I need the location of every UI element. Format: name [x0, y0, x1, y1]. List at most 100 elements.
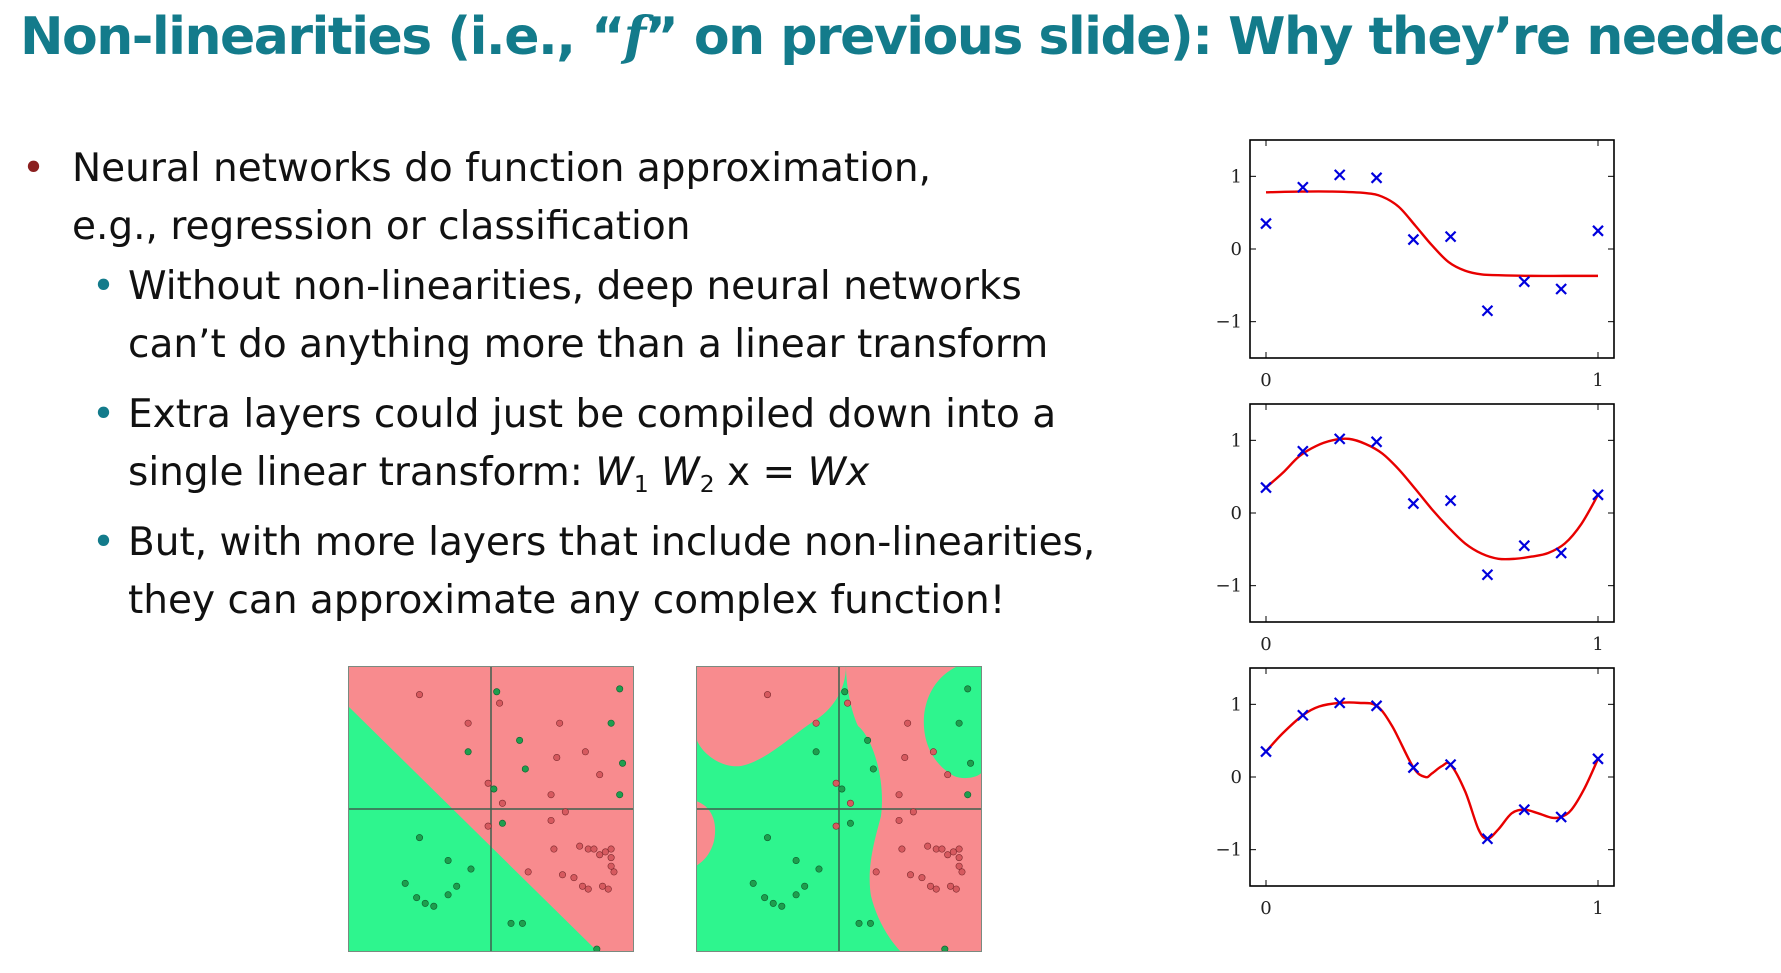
y-tick-label: 1: [1231, 694, 1242, 715]
green-point: [778, 902, 786, 910]
red-point: [895, 791, 903, 799]
x-tick-label: 1: [1592, 634, 1603, 655]
sub-bullet-linear: Without non-linearities, deep neural net…: [128, 258, 1048, 374]
green-point: [769, 899, 777, 907]
red-point: [610, 868, 618, 876]
red-point: [559, 871, 567, 879]
green-point: [812, 748, 820, 756]
bullet-line: But, with more layers that include non-l…: [128, 520, 1096, 565]
red-point: [924, 842, 932, 850]
y-tick-label: −1: [1215, 312, 1242, 333]
slide-title: Non-linearities (i.e., “f” on previous s…: [20, 2, 1781, 72]
green-point: [866, 919, 874, 927]
bullet-line: Without non-linearities, deep neural net…: [128, 264, 1022, 309]
red-point: [579, 882, 587, 890]
red-point: [904, 719, 912, 727]
red-point: [524, 868, 532, 876]
bullet-line: they can approximate any complex functio…: [128, 578, 1006, 623]
green-point: [792, 891, 800, 899]
data-point: [1592, 753, 1604, 765]
data-point: [1370, 436, 1383, 448]
green-point: [401, 879, 409, 887]
title-prefix: Non-linearities (i.e., “: [20, 7, 625, 67]
data-point: [1407, 761, 1420, 774]
red-point: [604, 885, 612, 893]
red-point: [907, 871, 915, 879]
red-point: [898, 845, 906, 853]
sub-bullet-marker: •: [92, 520, 116, 565]
y-tick-label: 0: [1231, 767, 1242, 788]
data-point: [1592, 489, 1604, 501]
green-point: [507, 919, 515, 927]
image-border: [696, 666, 982, 952]
math-w1: W: [595, 450, 634, 495]
data-point: [1481, 568, 1494, 581]
region-red: [696, 666, 846, 767]
red-point: [601, 848, 609, 856]
y-tick-label: −1: [1215, 840, 1242, 861]
red-point: [764, 691, 772, 699]
plot-frame: [1249, 403, 1615, 623]
data-point: [1518, 275, 1531, 288]
red-point: [872, 868, 880, 876]
green-point: [413, 894, 421, 902]
red-point: [938, 845, 946, 853]
red-point: [844, 699, 852, 707]
green-point: [964, 791, 972, 799]
data-point: [1518, 539, 1531, 552]
data-point: [1333, 169, 1346, 181]
red-point: [895, 816, 903, 824]
data-point: [1555, 547, 1567, 559]
red-point: [832, 779, 840, 787]
green-point: [616, 685, 624, 693]
data-point: [1592, 225, 1604, 237]
y-tick-label: 1: [1231, 430, 1242, 451]
red-point: [556, 719, 564, 727]
red-point: [958, 868, 966, 876]
data-point: [1260, 481, 1272, 494]
data-point: [1407, 497, 1420, 510]
data-point: [1518, 803, 1531, 816]
red-point: [581, 748, 589, 756]
green-point: [516, 736, 524, 744]
x-tick-label: 1: [1592, 370, 1603, 391]
green-point: [493, 688, 501, 696]
red-point: [550, 845, 558, 853]
green-point: [764, 834, 772, 842]
green-point: [792, 856, 800, 864]
green-point: [749, 879, 757, 887]
red-point: [947, 882, 955, 890]
data-point: [1333, 697, 1346, 709]
red-point: [901, 754, 909, 762]
x-tick-label: 0: [1260, 370, 1271, 391]
red-point: [929, 748, 937, 756]
math-w2: W: [661, 450, 700, 495]
y-tick-label: 0: [1231, 503, 1242, 524]
regression-plot-1: 1 0 −1 0 1: [1200, 130, 1620, 396]
green-point: [430, 902, 438, 910]
data-point: [1407, 233, 1420, 246]
red-point: [932, 885, 940, 893]
linear-boundary-figure: [348, 666, 634, 956]
red-point: [909, 808, 917, 816]
green-point: [619, 759, 627, 767]
green-point: [453, 882, 461, 890]
green-point: [964, 685, 972, 693]
linear-boundary-plot: [348, 666, 634, 953]
regression-chart: 1 0 −1 0 1: [1215, 403, 1615, 655]
data-point: [1555, 283, 1567, 295]
regression-plot-2: 1 0 −1 0 1: [1200, 394, 1620, 660]
regression-plot-3: 1 0 −1 0 1: [1200, 658, 1620, 924]
bullet-list: • Neural networks do function approximat…: [0, 0, 1150, 700]
data-point: [1260, 745, 1272, 758]
title-variable: f: [623, 6, 646, 67]
bullet-line-math: single linear transform: W1 W2 x = Wx: [128, 444, 1056, 513]
green-point: [490, 785, 498, 793]
y-tick-label: 1: [1231, 166, 1242, 187]
data-point: [1297, 445, 1309, 458]
fit-curve: [1265, 701, 1600, 840]
data-point: [1297, 709, 1309, 722]
region-red: [696, 801, 716, 866]
y-tick-label: −1: [1215, 576, 1242, 597]
red-point: [952, 885, 960, 893]
